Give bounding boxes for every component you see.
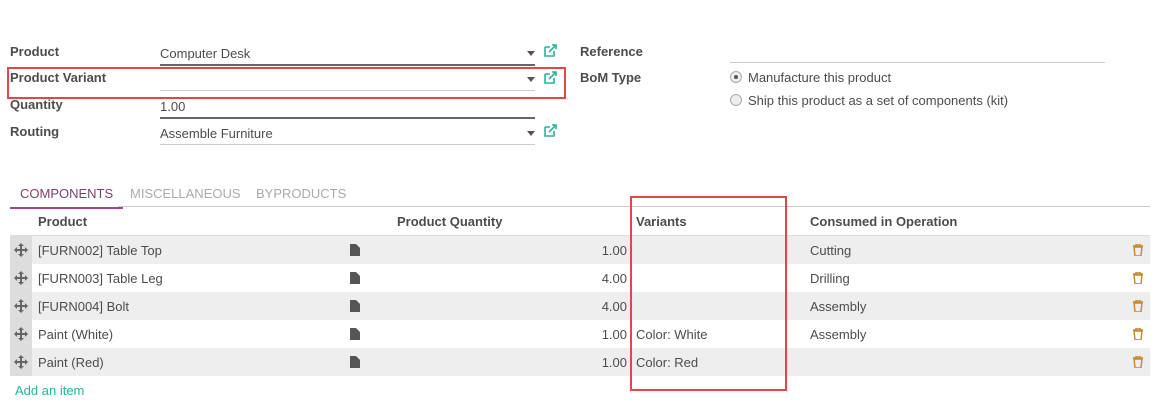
drag-handle[interactable]: [10, 292, 32, 320]
cell-variants[interactable]: Color: White: [636, 327, 708, 342]
product-variant-label: Product Variant: [10, 70, 107, 85]
external-link-icon[interactable]: [544, 124, 557, 137]
trash-icon[interactable]: [1133, 272, 1143, 284]
tab-components[interactable]: COMPONENTS: [10, 186, 124, 209]
file-icon[interactable]: [350, 328, 360, 340]
cell-product[interactable]: [FURN003] Table Leg: [38, 271, 163, 286]
col-quantity[interactable]: Product Quantity: [397, 214, 503, 229]
col-operation[interactable]: Consumed in Operation: [810, 214, 958, 229]
highlight-box: [630, 196, 787, 391]
caret-down-icon[interactable]: [527, 131, 535, 136]
file-icon[interactable]: [350, 244, 360, 256]
table-row[interactable]: [FURN003] Table Leg 4.00 Drilling: [10, 264, 1150, 292]
bom-type-label: BoM Type: [580, 70, 642, 85]
cell-product[interactable]: [FURN004] Bolt: [38, 299, 130, 314]
reference-label: Reference: [580, 44, 643, 59]
quantity-value: 1.00: [160, 99, 186, 114]
move-icon[interactable]: [14, 271, 28, 285]
cell-product[interactable]: [FURN002] Table Top: [38, 243, 162, 258]
drag-handle[interactable]: [10, 264, 32, 292]
quantity-input[interactable]: 1.00: [160, 95, 535, 119]
caret-down-icon[interactable]: [527, 51, 535, 56]
move-icon[interactable]: [14, 299, 28, 313]
cell-operation[interactable]: Assembly: [810, 299, 867, 314]
product-field[interactable]: Computer Desk: [160, 42, 535, 66]
file-icon[interactable]: [350, 356, 360, 368]
cell-quantity[interactable]: 4.00: [601, 271, 627, 286]
add-item-link[interactable]: Add an item: [15, 383, 85, 398]
external-link-icon[interactable]: [544, 71, 557, 84]
product-value: Computer Desk: [160, 46, 251, 61]
file-icon[interactable]: [350, 272, 360, 284]
file-icon[interactable]: [350, 300, 360, 312]
tab-byproducts[interactable]: BYPRODUCTS: [256, 186, 347, 201]
col-product[interactable]: Product: [38, 214, 88, 229]
caret-down-icon[interactable]: [527, 77, 535, 82]
tab-miscellaneous[interactable]: MISCELLANEOUS: [130, 186, 241, 201]
tabs-divider: [118, 206, 1150, 207]
move-icon[interactable]: [14, 355, 28, 369]
external-link-icon[interactable]: [544, 44, 557, 57]
quantity-label: Quantity: [10, 97, 63, 112]
radio-manufacture-label[interactable]: Manufacture this product: [748, 70, 892, 85]
routing-field[interactable]: Assemble Furniture: [160, 122, 535, 145]
routing-value: Assemble Furniture: [160, 126, 273, 141]
trash-icon[interactable]: [1133, 356, 1143, 368]
radio-kit-label[interactable]: Ship this product as a set of components…: [748, 93, 1009, 108]
trash-icon[interactable]: [1133, 244, 1143, 256]
header-divider: [10, 235, 1150, 236]
routing-label: Routing: [10, 124, 60, 139]
product-label: Product: [10, 44, 60, 59]
drag-handle[interactable]: [10, 320, 32, 348]
cell-operation[interactable]: Cutting: [810, 243, 852, 258]
table-row[interactable]: [FURN002] Table Top 1.00 Cutting: [10, 236, 1150, 264]
drag-handle[interactable]: [10, 236, 32, 264]
cell-quantity[interactable]: 1.00: [601, 243, 627, 258]
cell-variants[interactable]: Color: Red: [636, 355, 699, 370]
trash-icon[interactable]: [1133, 328, 1143, 340]
cell-quantity[interactable]: 4.00: [601, 299, 627, 314]
cell-operation[interactable]: Drilling: [810, 271, 850, 286]
reference-input[interactable]: [730, 40, 1105, 63]
table-row[interactable]: Paint (White) 1.00 Color: White Assembly: [10, 320, 1150, 348]
trash-icon[interactable]: [1133, 300, 1143, 312]
product-variant-field[interactable]: [160, 68, 535, 91]
cell-operation[interactable]: Assembly: [810, 327, 867, 342]
cell-product[interactable]: Paint (Red): [38, 355, 104, 370]
highlight-box: [7, 67, 566, 99]
cell-quantity[interactable]: 1.00: [601, 355, 627, 370]
col-variants[interactable]: Variants: [636, 214, 687, 229]
table-row[interactable]: Paint (Red) 1.00 Color: Red: [10, 348, 1150, 376]
table-row[interactable]: [FURN004] Bolt 4.00 Assembly: [10, 292, 1150, 320]
drag-handle[interactable]: [10, 348, 32, 376]
cell-quantity[interactable]: 1.00: [601, 327, 627, 342]
cell-product[interactable]: Paint (White): [38, 327, 114, 342]
move-icon[interactable]: [14, 327, 28, 341]
radio-manufacture[interactable]: [730, 71, 742, 83]
move-icon[interactable]: [14, 243, 28, 257]
radio-kit[interactable]: [730, 94, 742, 106]
